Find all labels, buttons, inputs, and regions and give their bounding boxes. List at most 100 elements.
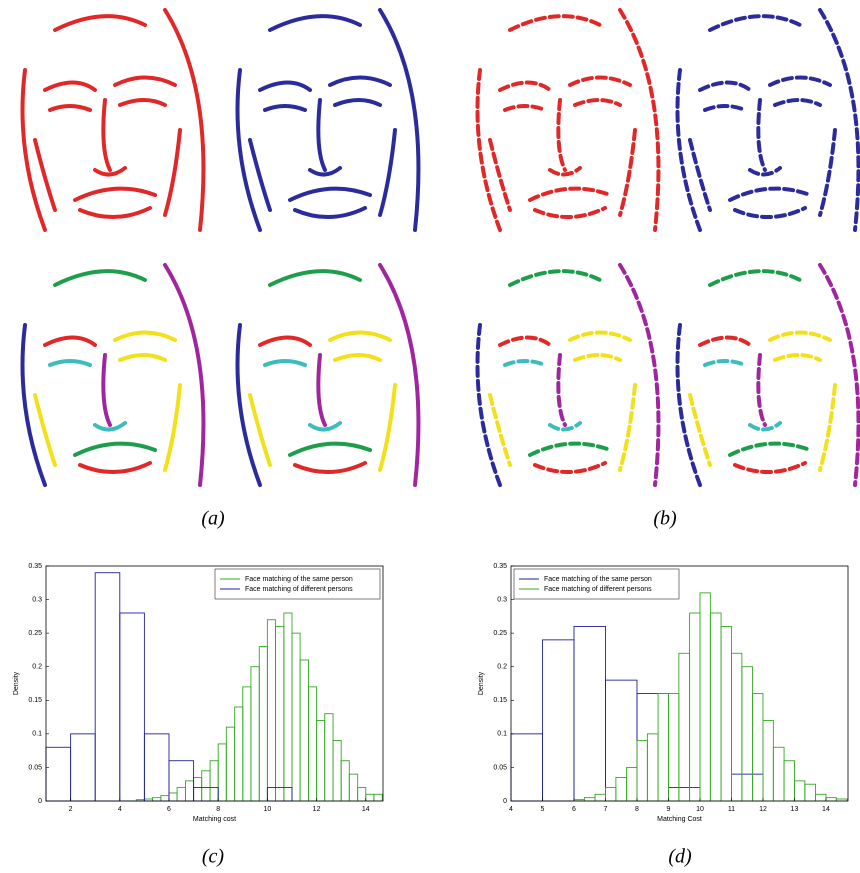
- caption: (c): [202, 846, 225, 868]
- histogram-bar: [251, 667, 259, 801]
- histogram-bar: [784, 761, 794, 801]
- histogram-bar: [805, 784, 816, 801]
- histogram-bar: [605, 788, 615, 801]
- axes-frame: [46, 566, 383, 801]
- histogram-bar: [826, 798, 836, 801]
- legend-box: [215, 569, 380, 599]
- histogram-bar: [235, 707, 243, 801]
- histogram-bar: [185, 781, 193, 801]
- histogram-bar: [194, 788, 219, 801]
- axes-frame: [511, 566, 848, 801]
- x-tick-label: 6: [167, 806, 171, 813]
- x-tick-label: 5: [541, 806, 545, 813]
- histogram-bar: [710, 613, 721, 801]
- histogram-bar: [210, 761, 218, 801]
- histogram-bar: [284, 613, 292, 801]
- histogram-bar: [276, 626, 284, 801]
- y-tick-label: 0.15: [493, 697, 507, 704]
- x-tick-label: 10: [696, 806, 704, 813]
- x-tick-label: 12: [759, 806, 767, 813]
- x-tick-label: 8: [635, 806, 639, 813]
- histogram-bar: [341, 761, 349, 801]
- histogram-bar: [584, 798, 595, 801]
- histogram-bar: [325, 714, 333, 801]
- histogram-bar: [177, 788, 185, 801]
- histogram-bar: [144, 734, 169, 801]
- legend-label: Face matching of the same person: [245, 576, 353, 583]
- y-tick-label: 0.05: [493, 764, 507, 771]
- y-tick-label: 0.3: [32, 596, 42, 603]
- x-tick-label: 2: [69, 806, 73, 813]
- histogram-bar: [169, 793, 177, 801]
- y-tick-label: 0.2: [32, 664, 42, 671]
- y-tick-label: 0.2: [497, 664, 507, 671]
- histogram-bar: [763, 720, 773, 801]
- histogram-bar: [637, 694, 668, 801]
- histogram-bar: [267, 788, 292, 801]
- histogram-bar: [542, 640, 573, 801]
- histogram-bar: [292, 633, 300, 801]
- histogram-bar: [668, 788, 699, 801]
- x-tick-label: 14: [822, 806, 830, 813]
- histogram-bar: [721, 626, 731, 801]
- histogram-bar: [46, 747, 71, 801]
- histogram-bar: [267, 620, 275, 801]
- histogram-bar: [595, 794, 605, 801]
- histogram-bar: [349, 774, 357, 801]
- y-tick-label: 0.1: [497, 731, 507, 738]
- histogram-bar: [194, 778, 202, 802]
- y-axis-label: Density: [478, 671, 485, 695]
- x-tick-label: 6: [572, 806, 576, 813]
- histogram-bar: [161, 796, 169, 801]
- face-drawings-a: [23, 10, 419, 485]
- x-tick-label: 14: [362, 806, 370, 813]
- histogram-bar: [647, 734, 658, 801]
- histogram-bar: [358, 788, 366, 801]
- x-tick-label: 12: [313, 806, 321, 813]
- histogram-bar: [308, 687, 316, 801]
- histogram-bar: [616, 778, 627, 802]
- x-tick-label: 13: [791, 806, 799, 813]
- y-tick-label: 0.25: [28, 630, 42, 637]
- histogram-bar: [742, 667, 753, 801]
- histogram-bar: [120, 613, 145, 801]
- histogram-bar: [153, 798, 161, 801]
- histogram-bar: [218, 744, 226, 801]
- y-tick-label: 0.35: [28, 563, 42, 570]
- y-tick-label: 0.05: [28, 764, 42, 771]
- y-tick-label: 0.3: [497, 596, 507, 603]
- legend-label: Face matching of different persons: [245, 586, 353, 593]
- histogram-bar: [731, 653, 741, 801]
- legend-box: [514, 569, 679, 599]
- histogram-bar: [317, 720, 325, 801]
- histogram-bar: [95, 573, 120, 801]
- y-axis-label: Density: [13, 671, 20, 695]
- histogram-bar: [605, 680, 636, 801]
- histogram-bar: [366, 794, 374, 801]
- x-tick-label: 9: [667, 806, 671, 813]
- histogram-bar: [753, 694, 763, 801]
- x-axis-label: Matching Cost: [657, 816, 702, 823]
- legend-label: Face matching of different persons: [544, 586, 652, 593]
- caption: (d): [668, 846, 692, 868]
- histogram-bar: [511, 734, 542, 801]
- caption: (a): [201, 508, 225, 530]
- caption: (b): [653, 508, 677, 530]
- y-tick-label: 0.35: [493, 563, 507, 570]
- y-tick-label: 0.25: [493, 630, 507, 637]
- histogram-bar: [816, 794, 826, 801]
- histogram-bar: [71, 734, 96, 801]
- histogram-bar: [202, 771, 210, 801]
- histogram-bar: [259, 647, 267, 801]
- histogram-bar: [794, 781, 804, 801]
- y-tick-label: 0.15: [28, 697, 42, 704]
- legend-label: Face matching of the same person: [544, 576, 652, 583]
- histogram-bar: [374, 794, 382, 801]
- y-tick-label: 0.1: [32, 731, 42, 738]
- y-tick-label: 0: [38, 798, 42, 805]
- face-drawings-b: [478, 10, 859, 485]
- x-tick-label: 8: [216, 806, 220, 813]
- x-tick-label: 4: [509, 806, 513, 813]
- x-axis-label: Matching cost: [193, 816, 236, 823]
- histogram-bar: [300, 660, 308, 801]
